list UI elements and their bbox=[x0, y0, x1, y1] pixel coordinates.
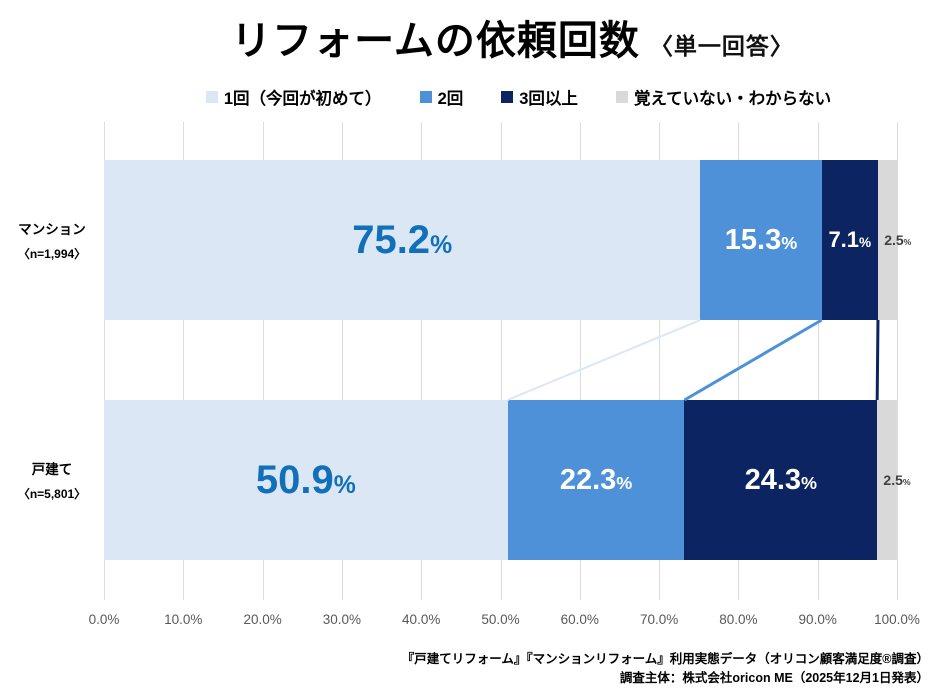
x-axis-tick-label: 70.0% bbox=[639, 612, 679, 627]
gridline bbox=[738, 122, 740, 600]
connector-line bbox=[507, 319, 701, 401]
connector-lines bbox=[507, 318, 880, 402]
bar-segment: 24.3% bbox=[684, 400, 878, 560]
legend: 1回（今回が初めて） 2回 3回以上 覚えていない・わからない bbox=[50, 85, 937, 109]
x-axis: 0.0% 10.0% 20.0% 30.0% 40.0% 50.0% 60.0% 70.0% 8… bbox=[89, 612, 920, 632]
x-axis-tick-label: 50.0% bbox=[481, 612, 520, 627]
category-sample-size: 〈n=5,801〉 bbox=[17, 487, 87, 501]
x-axis-tick-label: 20.0% bbox=[243, 612, 282, 627]
connector-line bbox=[683, 318, 823, 402]
category-name: 戸建て bbox=[31, 462, 73, 477]
x-axis-tick-label: 0.0% bbox=[88, 612, 120, 627]
gridline bbox=[817, 122, 819, 600]
legend-label: 2回 bbox=[437, 90, 464, 108]
chart-title-main: リフォームの依頼回数 bbox=[231, 19, 640, 63]
segment-value-label: 50.9% bbox=[255, 458, 356, 502]
legend-item: 2回 bbox=[419, 85, 464, 109]
category-label: 戸建て〈n=5,801〉 bbox=[0, 458, 104, 502]
legend-label: 3回以上 bbox=[519, 90, 578, 108]
segment-value-label: 15.3% bbox=[724, 223, 798, 256]
legend-item: 1回（今回が初めて） bbox=[205, 85, 382, 109]
bar-kodate: 50.9% 22.3% 24.3% 2.5% bbox=[104, 400, 911, 560]
connector-line bbox=[875, 319, 880, 401]
x-axis-tick-label: 90.0% bbox=[798, 612, 837, 627]
segment-value-label: 7.1% bbox=[828, 227, 872, 252]
x-axis-tick-label: 30.0% bbox=[322, 612, 362, 627]
bar-segment bbox=[877, 160, 898, 320]
legend-swatch-icon bbox=[615, 91, 628, 103]
legend-swatch-icon bbox=[501, 91, 514, 103]
legend-swatch-icon bbox=[205, 91, 218, 103]
gridline bbox=[183, 122, 185, 600]
legend-label: 1回（今回が初めて） bbox=[223, 90, 382, 108]
gridline bbox=[341, 122, 343, 600]
gridline bbox=[104, 122, 105, 600]
gridline bbox=[421, 122, 423, 600]
gridline bbox=[579, 122, 581, 600]
category-name: マンション bbox=[18, 222, 86, 237]
source-note-line1: 『戸建てリフォーム』『マンションリフォーム』利用実態データ（オリコン顧客満足度®… bbox=[401, 652, 929, 666]
category-label: マンション〈n=1,994〉 bbox=[0, 218, 104, 262]
legend-item: 3回以上 bbox=[501, 85, 578, 109]
x-axis-tick-label: 60.0% bbox=[560, 612, 599, 627]
category-labels: マンション〈n=1,994〉 戸建て〈n=5,801〉 bbox=[0, 122, 104, 600]
category-sample-size: 〈n=1,994〉 bbox=[17, 247, 87, 261]
page-title: リフォームの依頼回数 〈単一回答〉 bbox=[44, 8, 937, 66]
x-axis-tick-label: 40.0% bbox=[402, 612, 441, 627]
plot-area: 75.2% 15.3% 7.1% 2.5% 50.9% 22.3% 24.3% 2.5% bbox=[104, 122, 911, 600]
bar-segment: 15.3% bbox=[700, 160, 822, 320]
segment-value-label: 75.2% bbox=[352, 218, 453, 262]
segment-value-label: 2.5% bbox=[883, 472, 911, 488]
gridline bbox=[262, 122, 264, 600]
legend-swatch-icon bbox=[419, 91, 432, 103]
bar-segment: 22.3% bbox=[507, 400, 685, 560]
segment-value-label: 22.3% bbox=[559, 463, 633, 496]
legend-item: 覚えていない・わからない bbox=[615, 85, 832, 109]
gridline bbox=[659, 122, 661, 600]
gridline bbox=[897, 122, 898, 600]
bar-segment: 75.2% bbox=[104, 160, 701, 320]
bar-segment bbox=[877, 400, 897, 560]
bar-mansion: 75.2% 15.3% 7.1% 2.5% bbox=[104, 160, 911, 320]
chart-title-sub: 〈単一回答〉 bbox=[649, 33, 794, 59]
gridline bbox=[500, 122, 502, 600]
source-note-line2: 調査主体：株式会社oricon ME（2025年12月1日発表） bbox=[619, 671, 929, 685]
source-note: 『戸建てリフォーム』『マンションリフォーム』利用実態データ（オリコン顧客満足度®… bbox=[402, 650, 929, 688]
x-axis-tick-label: 80.0% bbox=[719, 612, 758, 627]
x-axis-tick-label: 10.0% bbox=[164, 612, 203, 627]
legend-label: 覚えていない・わからない bbox=[633, 90, 832, 108]
x-axis-tick-label: 100.0% bbox=[874, 612, 920, 627]
bar-segment: 50.9% bbox=[104, 400, 508, 560]
segment-value-label: 24.3% bbox=[744, 463, 818, 496]
segment-value-label: 2.5% bbox=[884, 232, 912, 248]
bar-segment: 7.1% bbox=[821, 160, 878, 320]
